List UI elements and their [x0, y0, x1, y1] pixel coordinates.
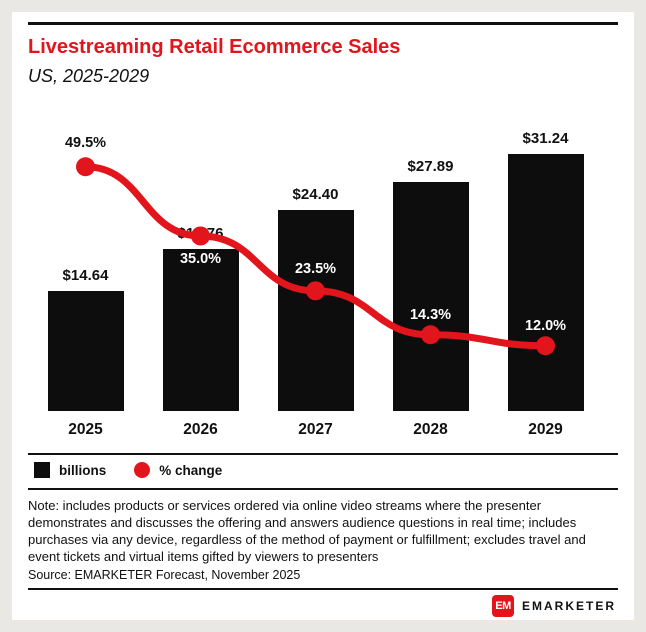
emarketer-logo-icon: EM	[491, 594, 514, 617]
bar	[47, 291, 124, 411]
trend-point	[76, 157, 95, 177]
year-label: 2028	[413, 421, 448, 438]
trend-point	[191, 226, 210, 246]
chart-subtitle: US, 2025-2029	[28, 66, 150, 86]
trend-point	[536, 336, 555, 356]
pct-change-label: 14.3%	[409, 306, 452, 323]
legend-bar-label: billions	[59, 462, 107, 478]
bar	[162, 249, 239, 411]
year-label: 2025	[68, 421, 103, 438]
bar-value-label: $27.89	[407, 158, 454, 175]
pct-change-label: 49.5%	[64, 134, 107, 151]
note-text: Note: includes products or services orde…	[28, 498, 586, 564]
year-label: 2029	[528, 421, 563, 438]
bar-value-label: $14.64	[62, 267, 109, 284]
bar-value-label: $24.40	[292, 186, 339, 203]
separator-below-legend	[28, 488, 618, 490]
brand-name: EMARKETER	[521, 598, 616, 613]
bar	[277, 210, 354, 411]
year-label: 2027	[298, 421, 333, 438]
footer: EM EMARKETER	[28, 590, 618, 617]
trend-line	[76, 157, 555, 356]
bar	[507, 154, 584, 411]
top-rule	[28, 22, 618, 25]
source-text: Source: EMARKETER Forecast, November 202…	[28, 568, 301, 582]
bar-value-label: $31.24	[522, 130, 569, 147]
legend: billions % change	[28, 455, 618, 484]
year-label: 2026	[183, 421, 218, 438]
pct-change-label: 23.5%	[294, 260, 337, 277]
chart-area: $14.642025$19.762026$24.402027$27.892028…	[28, 111, 618, 449]
pct-change-label: 35.0%	[179, 250, 222, 267]
legend-line-swatch	[134, 462, 151, 478]
legend-line-label: % change	[159, 462, 223, 478]
pct-change-label: 12.0%	[524, 317, 567, 334]
legend-bar-swatch	[34, 462, 50, 478]
chart-card: Livestreaming Retail Ecommerce Sales US,…	[12, 12, 634, 620]
trend-point	[421, 325, 440, 345]
separator-above-footer	[28, 588, 618, 590]
separator-above-legend	[28, 453, 618, 455]
chart-title: Livestreaming Retail Ecommerce Sales	[28, 36, 401, 58]
bar	[392, 182, 469, 411]
trend-point	[306, 281, 325, 301]
